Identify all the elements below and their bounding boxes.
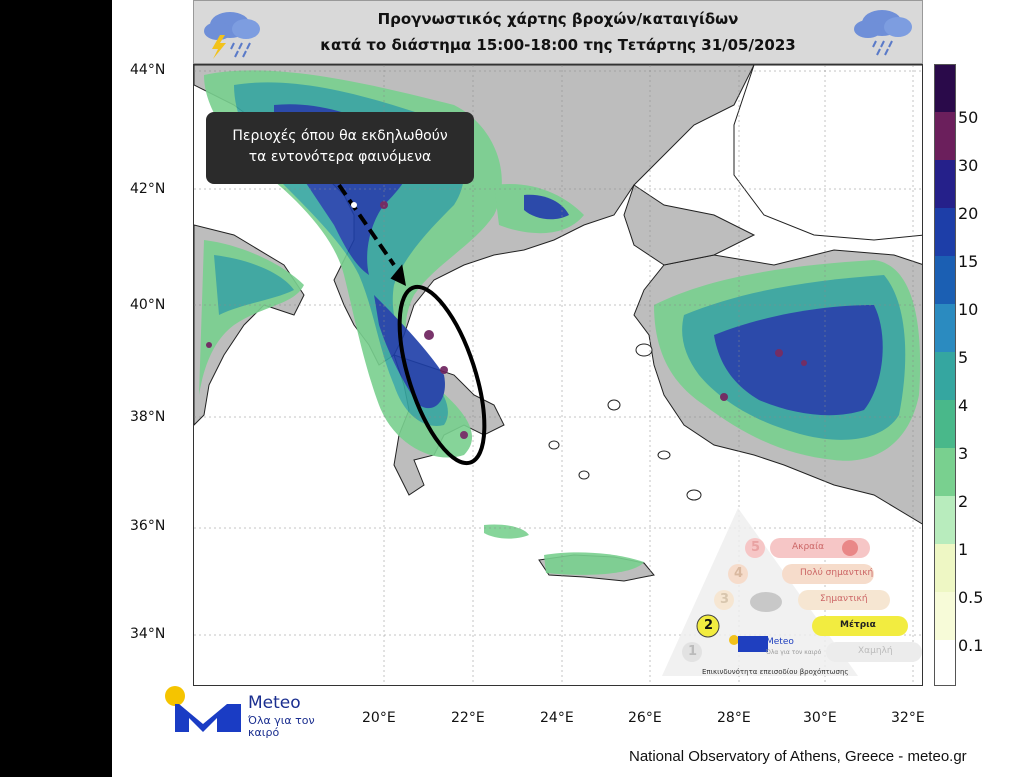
title-line-1: Προγνωστικός χάρτης βροχών/καταιγίδων [377, 10, 739, 28]
callout-box: Περιοχές όπου θα εκδηλωθούν τα εντονότερ… [206, 112, 474, 184]
lon-label: 22°E [451, 710, 485, 726]
legend-label: 10 [958, 300, 979, 319]
lon-label: 20°E [362, 710, 396, 726]
legend-swatch [935, 256, 955, 304]
pyramid-logo-text: Meteo [766, 637, 794, 647]
title-box: Προγνωστικός χάρτης βροχών/καταιγίδων κα… [193, 0, 923, 64]
lat-label: 40°N [130, 297, 166, 313]
lat-label: 42°N [130, 181, 166, 197]
legend-label: 0.1 [958, 636, 984, 655]
legend-swatch [935, 592, 955, 640]
rain-cloud-icon [854, 10, 912, 56]
callout-line-1: Περιοχές όπου θα εκδηλωθούν [232, 128, 448, 144]
storm-cloud-icon [204, 12, 260, 59]
credit-text: National Observatory of Athens, Greece -… [629, 748, 967, 765]
grid-lines [194, 65, 922, 685]
pyramid-level-num: 3 [720, 592, 730, 607]
legend-swatch [935, 352, 955, 400]
pyramid-level-num: 2 [704, 618, 714, 633]
legend-label: 30 [958, 156, 979, 175]
callout-line-2: τα εντονότερα φαινόμενα [248, 149, 432, 165]
legend-label: 2 [958, 492, 969, 511]
risk-pyramid: 5 Ακραία 4 Πολύ σημαντική 3 Σημαντική 2 … [662, 504, 924, 680]
lon-label: 28°E [717, 710, 751, 726]
legend-swatch [935, 544, 955, 592]
lon-label: 26°E [628, 710, 662, 726]
legend-swatch [935, 112, 955, 160]
lon-label: 24°E [540, 710, 574, 726]
title-line-2: κατά το διάστημα 15:00-18:00 της Τετάρτη… [320, 36, 796, 54]
meteo-tagline: Όλα για τον καιρό [248, 714, 315, 739]
legend-swatch [935, 496, 955, 544]
pyramid-level-label: Μέτρια [840, 620, 876, 630]
meteo-brand-name: Meteo [248, 693, 301, 713]
legend-label: 20 [958, 204, 979, 223]
lon-label: 32°E [891, 710, 925, 726]
pyramid-level-label: Πολύ σημαντική [800, 568, 874, 578]
pyramid-level-label: Ακραία [792, 542, 825, 552]
meteo-logo [165, 686, 241, 732]
legend-swatch [935, 640, 955, 685]
legend-swatch [935, 160, 955, 208]
legend-label: 15 [958, 252, 979, 271]
lon-label: 30°E [803, 710, 837, 726]
callout-arrowhead [390, 264, 407, 286]
legend-label: 3 [958, 444, 969, 463]
lat-label: 38°N [130, 409, 166, 425]
legend-label: 5 [958, 348, 969, 367]
pyramid-level-label: Σημαντική [820, 594, 868, 604]
pyramid-level-num: 1 [688, 644, 698, 659]
lat-label: 34°N [130, 626, 166, 642]
legend-label: 1 [958, 540, 969, 559]
pyramid-logo-sub: Όλα για τον καιρό [766, 649, 822, 656]
legend-swatch [935, 400, 955, 448]
legend-swatch [935, 65, 955, 112]
legend-swatch [935, 448, 955, 496]
lat-label: 36°N [130, 518, 166, 534]
legend-label: 4 [958, 396, 969, 415]
pyramid-level-label: Χαμηλή [858, 646, 893, 656]
precipitation-legend [934, 64, 956, 686]
legend-swatch [935, 208, 955, 256]
legend-label: 0.5 [958, 588, 984, 607]
pyramid-level-num: 4 [734, 566, 744, 581]
pyramid-level-num: 5 [751, 540, 761, 555]
lat-label: 44°N [130, 62, 166, 78]
legend-swatch [935, 304, 955, 352]
highlight-ellipse [397, 284, 487, 466]
legend-label: 50 [958, 108, 979, 127]
pyramid-caption: Επικινδυνότητα επεισοδίου βροχόπτωσης [702, 668, 849, 676]
callout-arrow [337, 183, 396, 267]
